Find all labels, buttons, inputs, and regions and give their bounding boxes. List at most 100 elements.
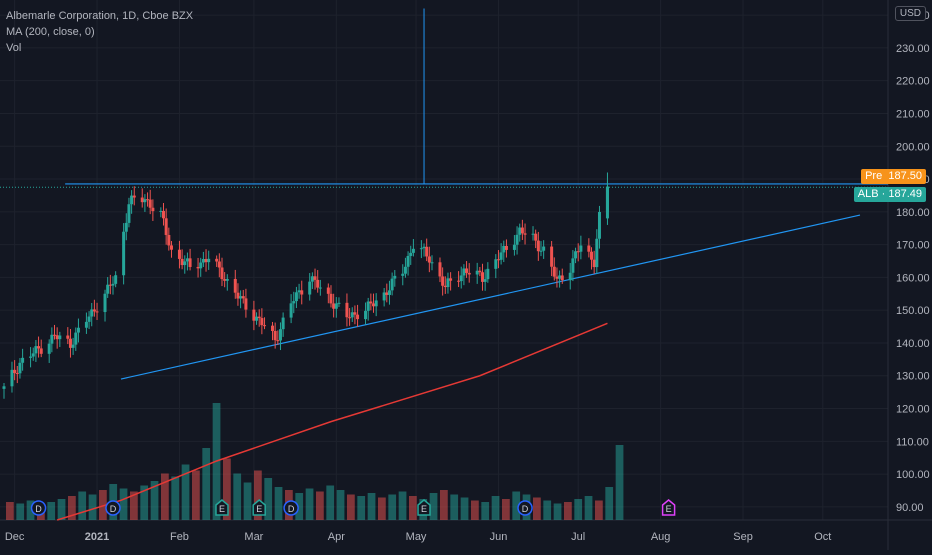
last-price-tag: ALB · 187.49 [853, 187, 926, 202]
y-tick-label: 180.00 [896, 207, 930, 219]
earnings-marker-icon [215, 499, 229, 516]
candle-body [337, 302, 341, 304]
candle-body [552, 266, 556, 277]
candle-body [233, 278, 237, 293]
candle-body [215, 258, 219, 262]
candle-body [427, 256, 431, 263]
dividend-marker-icon [30, 500, 47, 516]
candle-body [201, 259, 205, 263]
candle-body [34, 346, 38, 354]
volume-bar [26, 500, 35, 520]
pre-tag-value: 187.50 [888, 170, 922, 182]
earnings-marker-icon [661, 499, 676, 516]
volume-bar [161, 473, 169, 520]
event-marker-label: D [522, 504, 529, 514]
candle-body [204, 259, 208, 263]
candle-body [177, 249, 181, 259]
volume-bar [192, 470, 200, 520]
event-marker-label: E [219, 504, 225, 514]
candle-body [369, 301, 373, 304]
candle-body [90, 309, 94, 317]
legend-vol[interactable]: Vol [6, 42, 22, 54]
candle-body [13, 369, 17, 374]
candle-body [124, 222, 128, 232]
candle-body [310, 276, 314, 282]
candle-body [539, 250, 543, 252]
candle-body [68, 338, 72, 348]
candle-body [576, 251, 580, 253]
event-marker-label: E [421, 504, 427, 514]
candle-body [132, 195, 136, 198]
volume-bar [47, 502, 56, 520]
candle-body [257, 316, 261, 319]
candle-body [348, 317, 352, 319]
candle-body [130, 195, 134, 205]
candle-body [536, 240, 540, 252]
volume-bar [99, 490, 107, 520]
candle-body [496, 259, 500, 261]
candle-body [143, 199, 147, 203]
candle-body [217, 261, 221, 268]
candle-body [579, 245, 583, 252]
y-tick-label: 170.00 [896, 240, 930, 252]
candle-body [520, 227, 524, 234]
volume-bar [440, 490, 448, 520]
candle-body [167, 234, 171, 246]
candle-body [465, 268, 469, 273]
candle-body [188, 258, 192, 267]
volume-bar [6, 502, 14, 520]
x-tick-label: Oct [814, 531, 831, 543]
legend-title[interactable]: Albemarle Corporation, 1D, Cboe BZX [6, 10, 194, 22]
premarket-price-tag: Pre 187.50 [861, 169, 926, 184]
candle-body [411, 248, 415, 253]
candle-body [356, 314, 360, 320]
currency-button[interactable]: USD [894, 6, 926, 21]
volume-bar [347, 494, 355, 520]
candle-body [50, 334, 54, 344]
candle-body [393, 275, 397, 279]
volume-bar [68, 496, 76, 520]
candle-body [316, 279, 320, 288]
candle-body [74, 332, 78, 345]
volume-bar [57, 499, 66, 520]
y-tick-label: 90.00 [896, 502, 924, 514]
volume-bar [367, 493, 376, 520]
candle-body [462, 268, 466, 276]
candle-body [518, 227, 522, 235]
candle-body [270, 325, 274, 331]
legend-ma[interactable]: MA (200, close, 0) [6, 26, 95, 38]
event-marker-label: D [35, 504, 42, 514]
candle-body [334, 303, 338, 309]
candle-body [2, 386, 6, 389]
candle-body [95, 311, 99, 313]
candle-body [151, 207, 155, 212]
volume-bar [564, 502, 572, 520]
candle-body [84, 321, 88, 328]
volume-bar [543, 500, 552, 520]
candle-body [353, 312, 357, 315]
volume-bar [553, 503, 562, 520]
volume-bar [16, 503, 25, 520]
candle-body [443, 285, 447, 288]
candle-body [37, 346, 41, 349]
candle-body [558, 275, 562, 279]
volume-bar [295, 493, 304, 520]
candle-body [457, 280, 461, 282]
candle-body [318, 287, 322, 289]
candle-body [53, 334, 57, 336]
volume-bar [584, 496, 593, 520]
volume-bar [140, 485, 149, 520]
volume-bar [316, 491, 324, 520]
candle-body [313, 276, 317, 280]
candle-body [162, 210, 166, 219]
event-marker-label: D [110, 504, 117, 514]
candle-body [555, 276, 559, 279]
candle-body [372, 303, 376, 307]
candle-body [169, 245, 173, 250]
volume-bar [409, 496, 417, 520]
candle-body [560, 275, 564, 281]
candle-body [71, 344, 75, 348]
